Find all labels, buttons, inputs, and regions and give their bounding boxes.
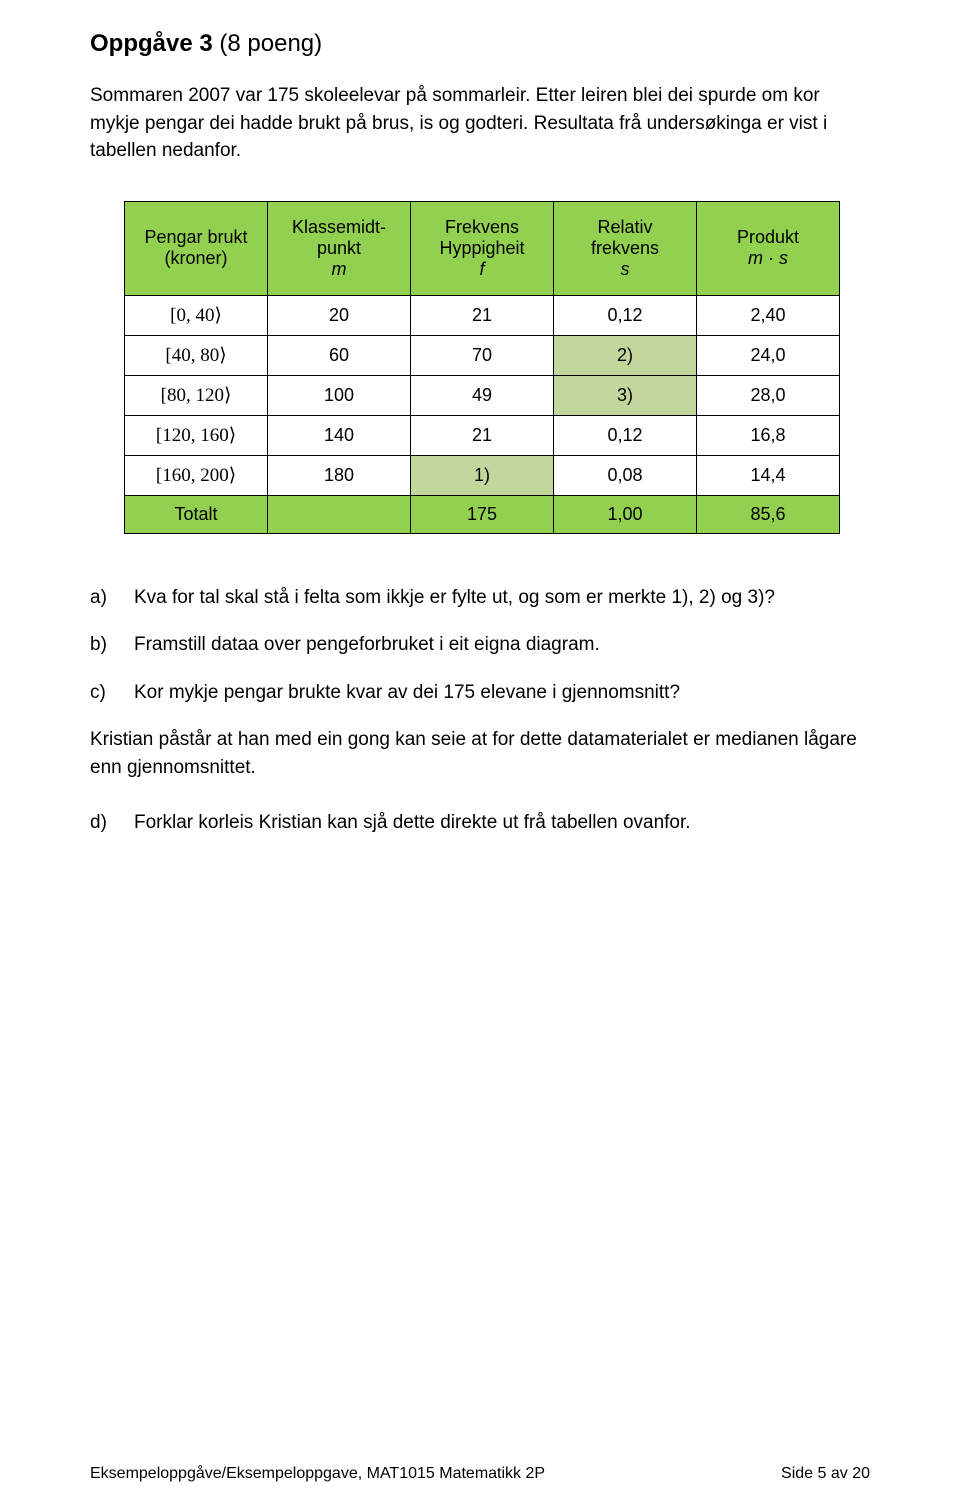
question-label: b) — [90, 631, 134, 659]
cell-m: 180 — [268, 455, 411, 495]
cell-f: 21 — [411, 295, 554, 335]
question-list: a) Kva for tal skal stå i felta som ikkj… — [90, 584, 870, 837]
frequency-table: Pengar brukt (kroner) Klassemidt- punkt … — [124, 201, 840, 534]
cell-total-m — [268, 495, 411, 533]
th-text: Hyppigheit — [417, 238, 547, 259]
th-pengar: Pengar brukt (kroner) — [125, 201, 268, 295]
cell-s: 0,12 — [554, 415, 697, 455]
question-b: b) Framstill dataa over pengeforbruket i… — [90, 631, 870, 659]
question-text: Kva for tal skal stå i felta som ikkje e… — [134, 584, 870, 612]
th-text: frekvens — [560, 238, 690, 259]
page: Oppgåve 3 (8 poeng) Sommaren 2007 var 17… — [0, 0, 960, 1511]
table-row: [0, 40⟩20210,122,40 — [125, 295, 840, 335]
th-text: Klassemidt- — [274, 217, 404, 238]
table-header-row: Pengar brukt (kroner) Klassemidt- punkt … — [125, 201, 840, 295]
th-symbol: f — [417, 259, 547, 280]
cell-f: 49 — [411, 375, 554, 415]
th-text: (kroner) — [131, 248, 261, 269]
footer-left: Eksempeloppgåve/Eksempeloppgave, MAT1015… — [90, 1465, 545, 1483]
cell-m: 100 — [268, 375, 411, 415]
table-row: [120, 160⟩140210,1216,8 — [125, 415, 840, 455]
cell-interval: [40, 80⟩ — [125, 335, 268, 375]
cell-interval: [120, 160⟩ — [125, 415, 268, 455]
task-title: Oppgåve 3 (8 poeng) — [90, 30, 870, 58]
cell-interval: [160, 200⟩ — [125, 455, 268, 495]
table-row: [80, 120⟩100493)28,0 — [125, 375, 840, 415]
th-text: Produkt — [703, 227, 833, 248]
table-row: [160, 200⟩1801)0,0814,4 — [125, 455, 840, 495]
table-row: [40, 80⟩60702)24,0 — [125, 335, 840, 375]
th-frekvens: Frekvens Hyppigheit f — [411, 201, 554, 295]
cell-total-s: 1,00 — [554, 495, 697, 533]
intro-text: Sommaren 2007 var 175 skoleelevar på som… — [90, 82, 870, 165]
table-body: [0, 40⟩20210,122,40[40, 80⟩60702)24,0[80… — [125, 295, 840, 533]
question-label: c) — [90, 679, 134, 707]
cell-f: 21 — [411, 415, 554, 455]
table-total-row: Totalt 1751,0085,6 — [125, 495, 840, 533]
cell-p: 16,8 — [697, 415, 840, 455]
task-title-main: Oppgåve 3 — [90, 30, 213, 57]
question-d: d) Forklar korleis Kristian kan sjå dett… — [90, 809, 870, 837]
cell-s: 2) — [554, 335, 697, 375]
question-label: a) — [90, 584, 134, 612]
cell-total-p: 85,6 — [697, 495, 840, 533]
th-klassemidt: Klassemidt- punkt m — [268, 201, 411, 295]
mid-paragraph: Kristian påstår at han med ein gong kan … — [90, 726, 870, 781]
question-a: a) Kva for tal skal stå i felta som ikkj… — [90, 584, 870, 612]
page-footer: Eksempeloppgåve/Eksempeloppgave, MAT1015… — [90, 1465, 870, 1483]
question-c: c) Kor mykje pengar brukte kvar av dei 1… — [90, 679, 870, 707]
th-symbol: m — [274, 259, 404, 280]
cell-total-label: Totalt — [125, 495, 268, 533]
cell-m: 20 — [268, 295, 411, 335]
th-text: Frekvens — [417, 217, 547, 238]
cell-s: 0,08 — [554, 455, 697, 495]
cell-p: 24,0 — [697, 335, 840, 375]
cell-interval: [80, 120⟩ — [125, 375, 268, 415]
frequency-table-wrap: Pengar brukt (kroner) Klassemidt- punkt … — [124, 201, 840, 534]
cell-total-f: 175 — [411, 495, 554, 533]
th-symbol: m · s — [703, 248, 833, 269]
th-relativ: Relativ frekvens s — [554, 201, 697, 295]
cell-s: 0,12 — [554, 295, 697, 335]
cell-p: 28,0 — [697, 375, 840, 415]
cell-f: 70 — [411, 335, 554, 375]
cell-m: 60 — [268, 335, 411, 375]
cell-p: 2,40 — [697, 295, 840, 335]
footer-right: Side 5 av 20 — [781, 1465, 870, 1483]
question-label: d) — [90, 809, 134, 837]
th-symbol: s — [560, 259, 690, 280]
th-text: punkt — [274, 238, 404, 259]
cell-s: 3) — [554, 375, 697, 415]
question-text: Framstill dataa over pengeforbruket i ei… — [134, 631, 870, 659]
question-text: Forklar korleis Kristian kan sjå dette d… — [134, 809, 870, 837]
task-title-points: (8 poeng) — [219, 30, 322, 57]
cell-interval: [0, 40⟩ — [125, 295, 268, 335]
th-text: Relativ — [560, 217, 690, 238]
question-text: Kor mykje pengar brukte kvar av dei 175 … — [134, 679, 870, 707]
cell-m: 140 — [268, 415, 411, 455]
cell-p: 14,4 — [697, 455, 840, 495]
cell-f: 1) — [411, 455, 554, 495]
th-text: Pengar brukt — [131, 227, 261, 248]
th-produkt: Produkt m · s — [697, 201, 840, 295]
